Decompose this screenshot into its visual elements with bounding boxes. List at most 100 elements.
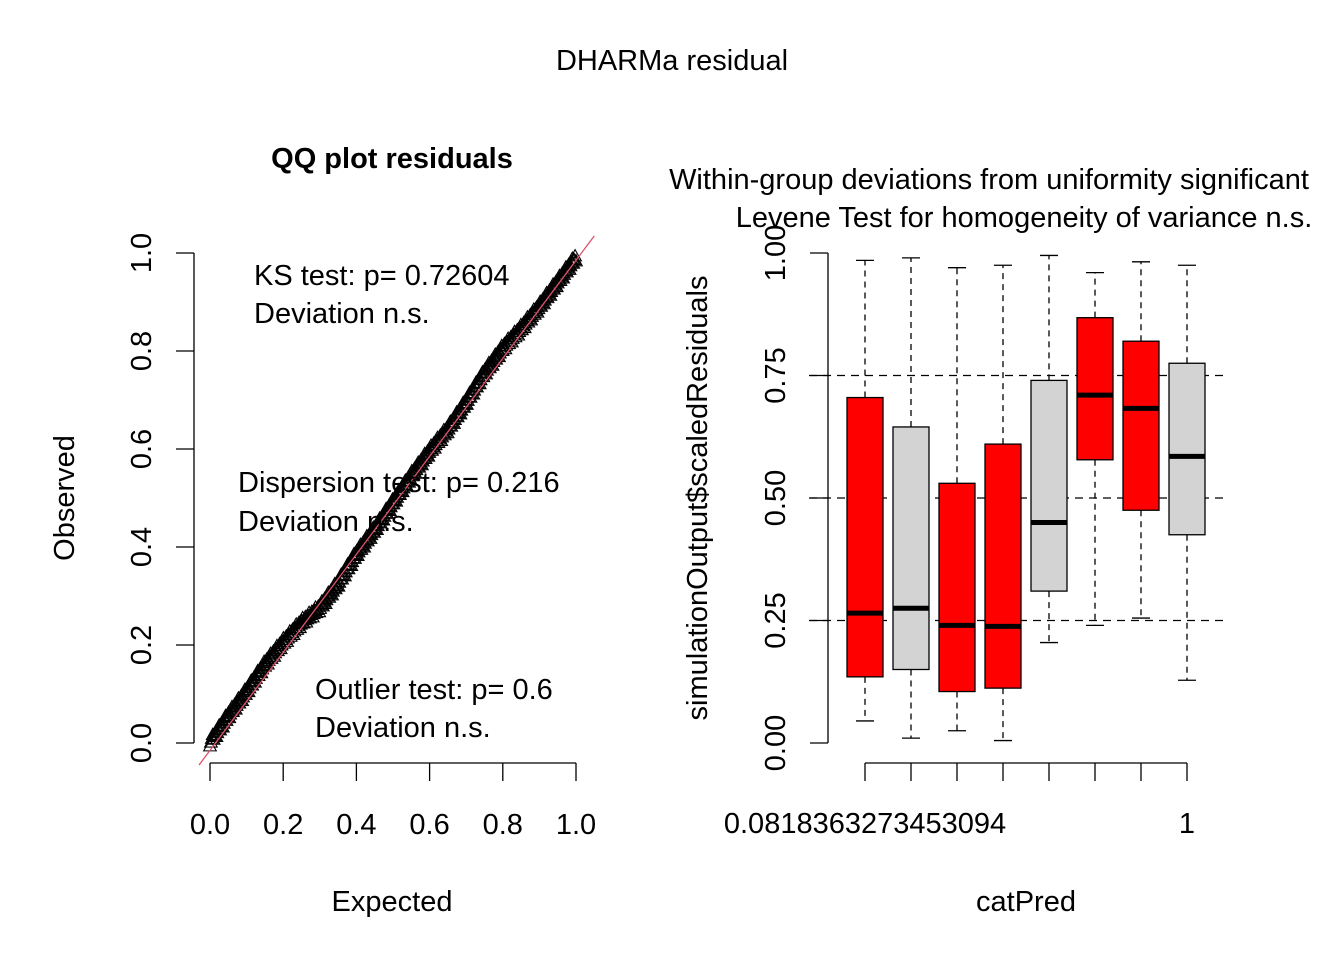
dispersion-test-annotation: Dispersion test: p= 0.216 Deviation n.s. [238,467,560,538]
qq-point [212,722,228,736]
ks-deviation-label: Deviation n.s. [254,298,430,330]
qq-x-tick-label: 0.0 [190,809,230,841]
qq-point [335,567,351,581]
qq-y-tick-label: 0.8 [126,331,158,371]
qq-x-tick-label: 0.6 [409,809,449,841]
boxplot-y-axis: 0.00 0.25 0.50 0.75 1.00 [760,225,829,771]
qq-point [539,285,554,299]
qq-point [446,415,462,429]
qq-point [379,506,395,519]
qq-point [366,524,382,538]
boxplot-box [892,257,930,739]
qq-point [369,522,385,535]
qq-point [459,396,475,410]
qq-point [347,551,363,564]
boxplot-iqr-box [984,443,1022,689]
boxplot-iqr-box [1168,362,1206,536]
qq-point [467,378,483,392]
qq-point [331,578,346,592]
qq-point [224,699,240,713]
qq-point [388,493,404,507]
qq-plot-title: QQ plot residuals [271,143,513,175]
qq-point [477,365,492,379]
qq-point [470,375,486,389]
qq-point [321,585,336,598]
qq-point [453,406,468,420]
qq-point [339,560,354,574]
qq-point [481,355,497,369]
dispersion-deviation-label: Deviation n.s. [238,506,414,538]
qq-point [417,446,432,460]
qq-point [440,425,455,439]
qq-point [436,422,452,436]
qq-x-tick-label: 1.0 [556,809,596,841]
boxplot-y-axis-label: simulationOutput$scaledResiduals [682,276,714,721]
figure-title: DHARMa residual [556,45,788,77]
boxplot-boxes [846,254,1206,742]
qq-point [231,690,246,704]
qq-point [444,418,459,432]
qq-point [403,467,419,481]
boxplot-x-tick-label-last: 1 [1179,808,1195,840]
qq-point [328,581,343,595]
qq-point [461,389,476,402]
qq-point [568,253,584,267]
qq-point [545,276,561,290]
qq-x-tick-label: 0.4 [336,809,376,841]
qq-y-tick-label: 0.2 [126,625,158,665]
qq-y-tick-label: 0.0 [126,723,158,763]
qq-point [254,665,269,679]
qq-point [464,385,479,399]
qq-point [392,487,408,500]
qq-point [532,293,548,307]
qq-point [552,268,567,282]
qq-point [376,512,391,526]
qq-point [333,570,348,584]
qq-point [206,731,221,745]
boxplot-y-tick-label: 1.00 [760,225,792,281]
qq-point [558,259,574,273]
qq-x-axis: 0.0 0.2 0.4 0.6 0.8 1.0 [190,762,596,841]
boxplot-panel: Within-group deviations from uniformity … [669,164,1312,918]
qq-point [238,686,254,700]
boxplot-iqr-box [1076,317,1114,461]
boxplot-iqr-box [892,426,930,671]
boxplot-box [1122,261,1160,619]
qq-point [395,484,410,498]
qq-x-axis-label: Expected [332,886,453,918]
boxplot-iqr-box [846,396,884,678]
qq-point [219,713,234,726]
boxplot-box [984,264,1022,742]
qq-point [469,379,485,393]
qq-point [251,668,266,682]
qq-point [410,454,426,468]
qq-point [488,346,503,360]
boxplot-box [1076,271,1114,627]
boxplot-title-significance: Within-group deviations from uniformity … [669,164,1309,196]
qq-point [247,674,263,688]
outlier-deviation-label: Deviation n.s. [315,712,491,744]
ks-test-annotation: KS test: p= 0.72604 Deviation n.s. [254,260,510,330]
qq-reference-line [198,235,595,766]
boxplot-x-axis [864,762,1188,781]
boxplot-y-tick-label: 0.75 [760,347,792,403]
boxplot-x-axis-label: catPred [976,886,1076,918]
boxplot-title-levene: Levene Test for homogeneity of variance … [736,202,1313,234]
qq-point [565,251,580,264]
qq-point [404,463,420,477]
boxplot-box [1168,264,1206,681]
qq-x-tick-label: 0.8 [483,809,523,841]
boxplot-iqr-box [938,482,976,693]
boxplot-box [938,267,976,732]
qq-y-axis: 0.0 0.2 0.4 0.6 0.8 1.0 [126,233,195,763]
qq-y-tick-label: 1.0 [126,233,158,273]
qq-point [338,564,353,578]
qq-y-tick-label: 0.4 [126,527,158,567]
qq-point [566,255,581,269]
qq-point [241,684,256,698]
qq-plot-panel: QQ plot residuals 0.0 0.2 0.4 0.6 0.8 1.0 0.0… [49,143,596,918]
boxplot-y-tick-label: 0.25 [760,592,792,648]
qq-x-tick-label: 0.2 [263,809,303,841]
boxplot-iqr-box [1030,379,1068,592]
